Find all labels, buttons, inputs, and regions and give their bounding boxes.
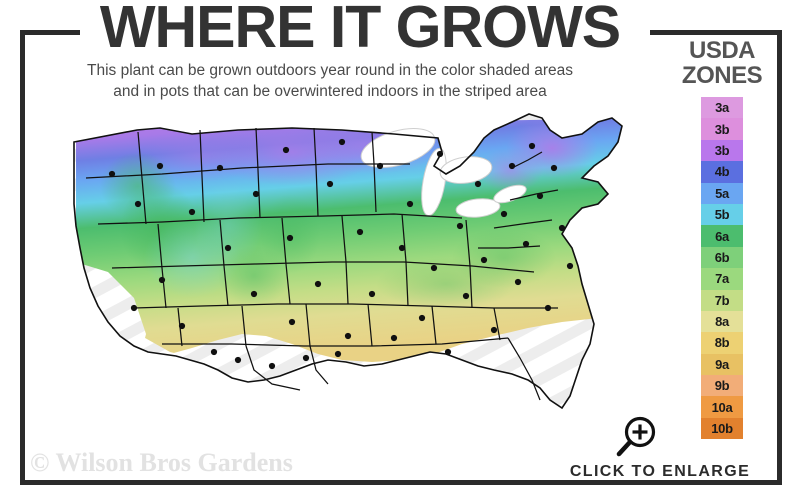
city-dot (522, 240, 530, 248)
page-title: WHERE IT GROWS (99, 0, 621, 60)
city-dot (490, 326, 498, 334)
city-dot (500, 210, 508, 218)
legend-swatch-7a-8: 7a (701, 268, 743, 290)
great-lakes-waterbodies (360, 128, 527, 218)
city-dot (436, 150, 444, 158)
city-dot (344, 332, 352, 340)
legend-swatch-stack: 3a 3b 3b 4b 5a 5b 6a 6b 7a 7b 8a 8b 9a 9b 10a 10b (672, 97, 772, 440)
city-dot (334, 350, 342, 358)
legend-swatch-3a-0: 3a (701, 97, 743, 119)
legend-swatch-9b-13: 9b (701, 375, 743, 397)
city-dot (566, 262, 574, 270)
legend-title: USDA ZONES (672, 38, 772, 88)
city-dot (390, 334, 398, 342)
city-marker-group (108, 138, 574, 370)
city-dot (456, 222, 464, 230)
city-dot (480, 256, 488, 264)
city-dot (326, 180, 334, 188)
usda-zone-map-svg[interactable] (42, 108, 662, 458)
city-dot (418, 314, 426, 322)
legend-title-line-1: USDA (688, 37, 756, 64)
usda-zones-legend: USDA ZONES 3a 3b 3b 4b 5a 5b 6a 6b 7a 7b 8a 8b 9a 9b 1… (672, 38, 772, 440)
frame-left-edge (20, 30, 25, 485)
page-subtitle: This plant can be grown outdoors year ro… (40, 60, 620, 102)
legend-swatch-6a-6: 6a (701, 225, 743, 247)
city-dot (528, 142, 536, 150)
city-dot (514, 278, 522, 286)
city-dot (282, 146, 290, 154)
city-dot (398, 244, 406, 252)
legend-swatch-10b-15: 10b (701, 417, 743, 440)
legend-title-line-2: ZONES (681, 62, 763, 89)
city-dot (216, 164, 224, 172)
city-dot (130, 304, 138, 312)
city-dot (550, 164, 558, 172)
city-dot (108, 170, 116, 178)
magnifier-plus-icon[interactable] (612, 415, 658, 459)
city-dot (558, 224, 566, 232)
city-dot (210, 348, 218, 356)
city-dot (544, 304, 552, 312)
legend-swatch-7b-9: 7b (701, 289, 743, 311)
copyright-watermark: © Wilson Bros Gardens (30, 448, 293, 477)
city-dot (356, 228, 364, 236)
legend-swatch-5b-5: 5b (701, 203, 743, 226)
city-dot (462, 292, 470, 300)
legend-swatch-9a-12: 9a (701, 353, 743, 376)
legend-swatch-8a-10: 8a (701, 310, 743, 333)
city-dot (158, 276, 166, 284)
city-dot (444, 348, 452, 356)
enlarge-label[interactable]: CLICK TO ENLARGE (569, 463, 751, 480)
map-color-shaded-region (76, 118, 622, 362)
frame-bottom-edge (20, 480, 782, 485)
city-dot (252, 190, 260, 198)
city-dot (286, 234, 294, 242)
city-dot (224, 244, 232, 252)
legend-swatch-10a-14: 10a (701, 396, 743, 418)
legend-swatch-8b-11: 8b (701, 332, 743, 354)
subtitle-line-1: This plant can be grown outdoors year ro… (87, 62, 573, 79)
city-dot (188, 208, 196, 216)
city-dot (302, 354, 310, 362)
city-dot (508, 162, 516, 170)
city-dot (474, 180, 482, 188)
map-container[interactable] (42, 108, 662, 458)
state-boundaries (85, 127, 559, 401)
city-dot (406, 200, 414, 208)
city-dot (250, 290, 258, 298)
legend-swatch-5a-4: 5a (701, 182, 743, 204)
city-dot (288, 318, 296, 326)
city-dot (178, 322, 186, 330)
city-dot (376, 162, 384, 170)
legend-swatch-6b-7: 6b (701, 246, 743, 269)
city-dot (134, 200, 142, 208)
subtitle-line-2: and in pots that can be overwintered ind… (113, 83, 547, 100)
city-dot (430, 264, 438, 272)
city-dot (314, 280, 322, 288)
legend-swatch-4b-3: 4b (701, 161, 743, 183)
city-dot (536, 192, 544, 200)
legend-swatch-3b-1: 3b (701, 118, 743, 140)
city-dot (268, 362, 276, 370)
frame-top-left-segment (20, 30, 80, 35)
country-outline (73, 113, 623, 410)
legend-swatch-3b-2: 3b (701, 139, 743, 162)
enlarge-control[interactable]: CLICK TO ENLARGE (560, 415, 760, 481)
city-dot (234, 356, 242, 364)
frame-top-right-segment (650, 30, 782, 35)
frame-right-edge (777, 30, 782, 485)
city-dot (156, 162, 164, 170)
city-dot (368, 290, 376, 298)
city-dot (338, 138, 346, 146)
